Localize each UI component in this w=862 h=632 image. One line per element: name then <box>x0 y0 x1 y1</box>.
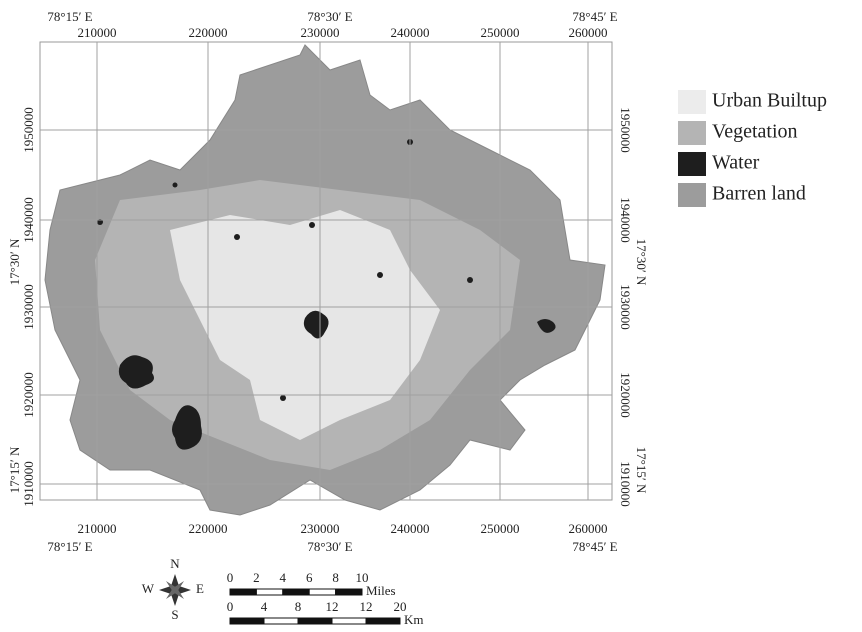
scale-segment <box>366 618 400 624</box>
legend-label: Vegetation <box>712 121 798 143</box>
water-body <box>234 234 240 240</box>
scale-tick-label: 12 <box>326 599 339 614</box>
scale-tick-label: 8 <box>332 570 339 585</box>
scale-unit: Miles <box>366 583 396 598</box>
legend-label: Barren land <box>712 183 806 205</box>
legend-swatch <box>678 152 706 176</box>
longitude-label: 78°30′ E <box>307 9 352 24</box>
northing-label: 1920000 <box>21 372 36 418</box>
water-body <box>309 222 315 228</box>
latitude-label: 17°15′ N <box>634 447 649 494</box>
compass-label: W <box>142 581 155 596</box>
latitude-label: 17°30′ N <box>7 238 22 285</box>
northing-label: 1930000 <box>618 284 633 330</box>
scale-segment <box>332 618 366 624</box>
scale-segment <box>283 589 309 595</box>
easting-label: 210000 <box>78 25 117 40</box>
scale-tick-label: 0 <box>227 599 234 614</box>
legend-label: Water <box>712 152 760 174</box>
easting-label: 260000 <box>569 25 608 40</box>
easting-label: 220000 <box>189 521 228 536</box>
longitude-label: 78°30′ E <box>307 539 352 554</box>
easting-label: 240000 <box>391 25 430 40</box>
scale-segment <box>336 589 362 595</box>
northing-label: 1920000 <box>618 372 633 418</box>
northing-label: 1950000 <box>618 107 633 153</box>
compass-label: S <box>171 607 178 622</box>
scale-tick-label: 4 <box>261 599 268 614</box>
scale-tick-label: 6 <box>306 570 313 585</box>
northing-label: 1940000 <box>618 197 633 243</box>
scale-tick-label: 2 <box>253 570 260 585</box>
longitude-label: 78°45′ E <box>572 9 617 24</box>
scale-tick-label: 4 <box>280 570 287 585</box>
scale-unit: Km <box>404 612 424 627</box>
scale-tick-label: 12 <box>360 599 373 614</box>
easting-label: 220000 <box>189 25 228 40</box>
scale-segment <box>298 618 332 624</box>
water-body <box>467 277 473 283</box>
northing-label: 1950000 <box>21 107 36 153</box>
map-figure: 78°15′ E 78°15′ E 78°30′ E 78°30′ E 78°45′ E… <box>0 0 862 627</box>
water-body <box>280 395 286 401</box>
easting-label: 230000 <box>301 25 340 40</box>
scale-tick-label: 8 <box>295 599 302 614</box>
legend-swatch <box>678 90 706 114</box>
scale-tick-label: 0 <box>227 570 234 585</box>
scale-segment <box>230 589 256 595</box>
legend-label: Urban Builtup <box>712 90 827 112</box>
latitude-label: 17°30′ N <box>634 239 649 286</box>
longitude-label: 78°15′ E <box>47 539 92 554</box>
compass-label: E <box>196 581 204 596</box>
easting-label: 230000 <box>301 521 340 536</box>
northing-label: 1930000 <box>21 284 36 330</box>
northing-label: 1910000 <box>618 461 633 507</box>
scale-segment <box>264 618 298 624</box>
easting-label: 250000 <box>481 521 520 536</box>
scale-segment <box>256 589 282 595</box>
easting-label: 210000 <box>78 521 117 536</box>
easting-label: 240000 <box>391 521 430 536</box>
compass <box>159 574 191 606</box>
northing-label: 1910000 <box>21 461 36 507</box>
scale-segment <box>230 618 264 624</box>
easting-label: 250000 <box>481 25 520 40</box>
compass-label: N <box>170 556 180 571</box>
scale-segment <box>309 589 335 595</box>
longitude-label: 78°15′ E <box>47 9 92 24</box>
latitude-label: 17°15′ N <box>7 446 22 493</box>
legend-swatch <box>678 183 706 207</box>
water-body <box>173 183 178 188</box>
easting-label: 260000 <box>569 521 608 536</box>
legend-swatch <box>678 121 706 145</box>
northing-label: 1940000 <box>21 197 36 243</box>
water-body <box>377 272 383 278</box>
longitude-label: 78°45′ E <box>572 539 617 554</box>
